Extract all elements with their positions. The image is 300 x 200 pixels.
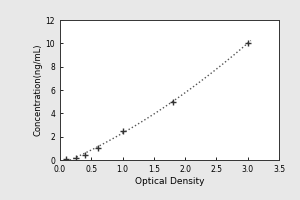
- Y-axis label: Concentration(ng/mL): Concentration(ng/mL): [34, 44, 43, 136]
- X-axis label: Optical Density: Optical Density: [135, 177, 204, 186]
